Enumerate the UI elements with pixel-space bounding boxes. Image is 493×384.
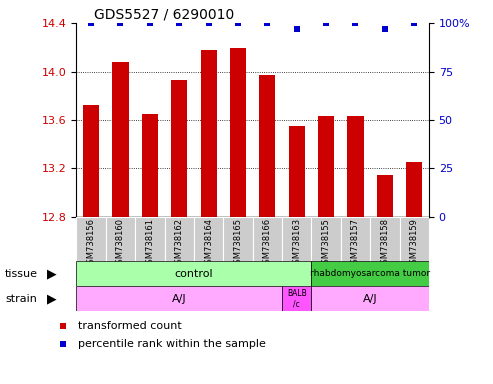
Point xyxy=(205,20,212,26)
Bar xyxy=(223,217,253,261)
Text: GSM738158: GSM738158 xyxy=(380,218,389,269)
Text: control: control xyxy=(175,268,213,279)
Text: strain: strain xyxy=(5,293,37,304)
Text: GSM738166: GSM738166 xyxy=(263,218,272,270)
Bar xyxy=(259,75,276,217)
Bar xyxy=(135,217,165,261)
Text: GSM738155: GSM738155 xyxy=(321,218,331,269)
Text: GSM738159: GSM738159 xyxy=(410,218,419,269)
Text: GSM738161: GSM738161 xyxy=(145,218,154,269)
Bar xyxy=(312,261,429,286)
Point xyxy=(322,20,330,26)
Bar xyxy=(76,286,282,311)
Text: GSM738163: GSM738163 xyxy=(292,218,301,270)
Bar xyxy=(230,48,246,217)
Text: GSM738164: GSM738164 xyxy=(204,218,213,269)
Bar xyxy=(76,261,312,286)
Point xyxy=(87,20,95,26)
Text: percentile rank within the sample: percentile rank within the sample xyxy=(78,339,266,349)
Bar xyxy=(370,217,399,261)
Point xyxy=(176,20,183,26)
Point xyxy=(381,26,389,32)
Text: tissue: tissue xyxy=(5,268,38,279)
Point xyxy=(59,341,67,347)
Bar xyxy=(288,126,305,217)
Text: GSM738165: GSM738165 xyxy=(234,218,243,269)
Text: GSM738156: GSM738156 xyxy=(87,218,96,269)
Point xyxy=(59,323,67,329)
Bar xyxy=(399,217,429,261)
Bar xyxy=(201,50,217,217)
Bar xyxy=(112,62,129,217)
Text: A/J: A/J xyxy=(363,293,378,304)
Point xyxy=(293,26,301,32)
Bar xyxy=(406,162,423,217)
Bar xyxy=(76,217,106,261)
Point xyxy=(146,20,154,26)
Text: ▶: ▶ xyxy=(47,292,57,305)
Bar xyxy=(252,217,282,261)
Bar xyxy=(282,286,312,311)
Bar xyxy=(341,217,370,261)
Bar xyxy=(312,286,429,311)
Bar xyxy=(377,175,393,217)
Bar xyxy=(142,114,158,217)
Text: GSM738160: GSM738160 xyxy=(116,218,125,269)
Point xyxy=(410,20,418,26)
Point xyxy=(234,20,242,26)
Bar xyxy=(312,217,341,261)
Bar xyxy=(318,116,334,217)
Text: GSM738162: GSM738162 xyxy=(175,218,184,269)
Text: GDS5527 / 6290010: GDS5527 / 6290010 xyxy=(94,8,234,22)
Text: rhabdomyosarcoma tumor: rhabdomyosarcoma tumor xyxy=(310,269,430,278)
Point xyxy=(263,20,271,26)
Text: BALB
/c: BALB /c xyxy=(287,289,307,308)
Text: transformed count: transformed count xyxy=(78,321,182,331)
Bar xyxy=(106,217,135,261)
Bar xyxy=(194,217,223,261)
Bar xyxy=(83,106,99,217)
Bar xyxy=(348,116,363,217)
Point xyxy=(116,20,124,26)
Text: ▶: ▶ xyxy=(47,267,57,280)
Text: A/J: A/J xyxy=(172,293,186,304)
Point xyxy=(352,20,359,26)
Bar xyxy=(171,80,187,217)
Bar xyxy=(165,217,194,261)
Bar xyxy=(282,217,312,261)
Text: GSM738157: GSM738157 xyxy=(351,218,360,269)
